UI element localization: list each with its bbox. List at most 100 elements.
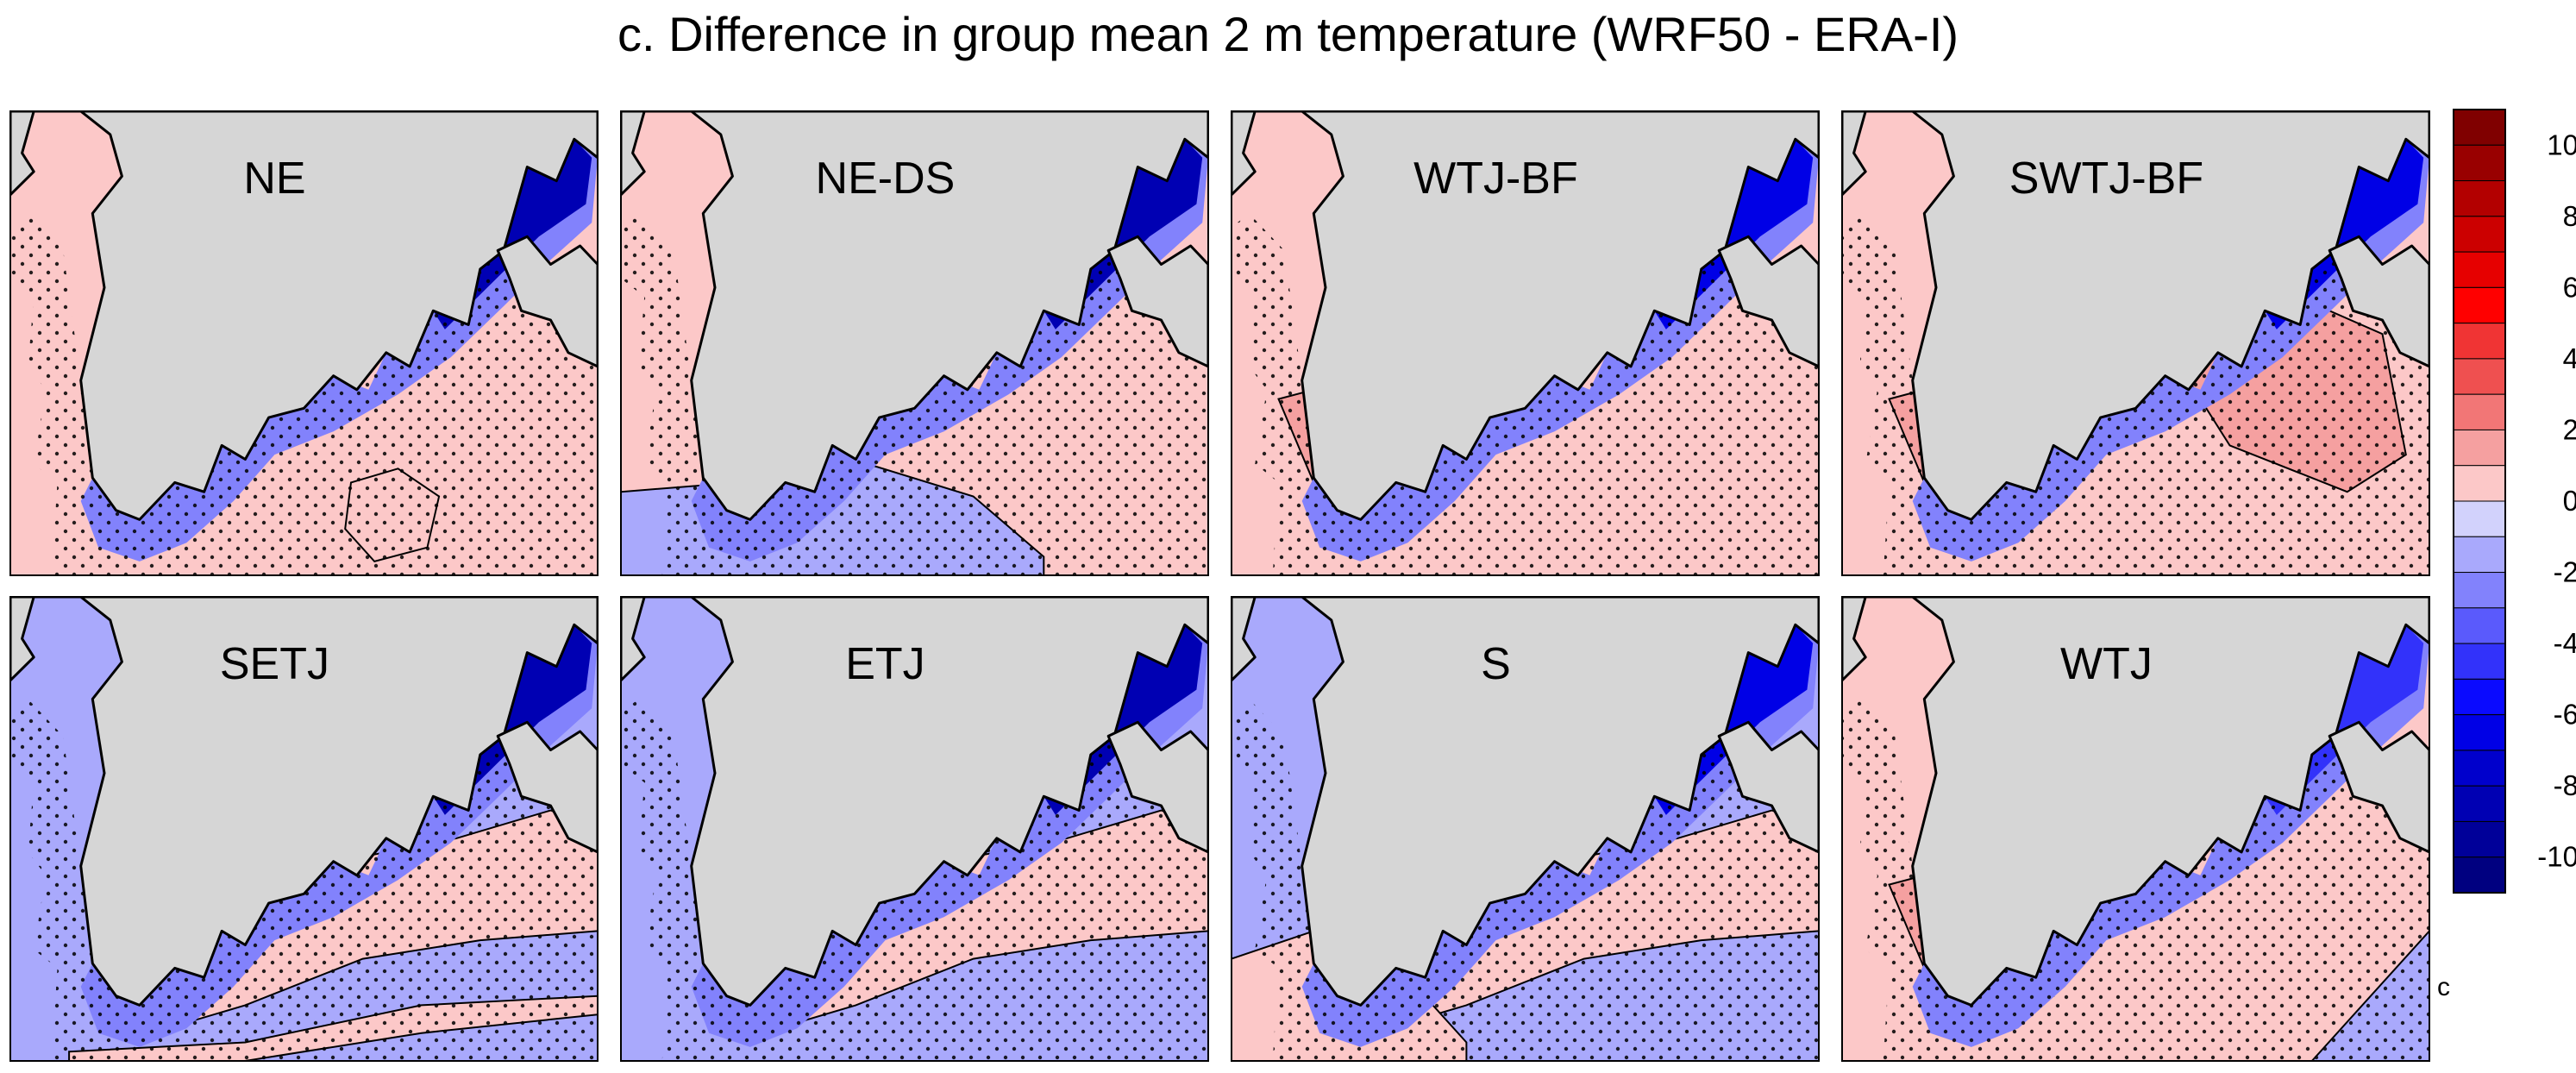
colorbar-segment <box>2453 323 2506 360</box>
colorbar-segment <box>2453 393 2506 430</box>
land-mass <box>10 597 35 682</box>
colorbar-tick-label: 6 <box>2563 271 2576 303</box>
colorbar-tick-label: 2 <box>2563 413 2576 445</box>
significance-stipple <box>1842 699 2429 1061</box>
colorbar-segment <box>2453 678 2506 716</box>
map-panel-wtj-bf: WTJ-BF <box>1231 110 1820 576</box>
coastal-band-core <box>2265 139 2424 329</box>
colorbar-segment <box>2453 251 2506 288</box>
land-mass <box>621 111 1208 521</box>
panel-label: NE-DS <box>816 154 956 204</box>
colorbar-segment <box>2453 500 2506 537</box>
map-panel-setj: SETJ <box>9 596 599 1062</box>
colorbar-segment <box>2453 180 2506 217</box>
land-mass <box>1232 111 1819 521</box>
colorbar-segment <box>2453 144 2506 182</box>
panel-label: NE <box>243 154 305 204</box>
land-mass <box>621 597 646 682</box>
panel-frame <box>9 596 599 1062</box>
colorbar: 10 8 6 4 2 0 -2 -4 -6 -8 -10 <box>2453 109 2576 894</box>
panel-label: SETJ <box>220 639 329 689</box>
colorbar-tick-label: -6 <box>2554 699 2576 731</box>
panel-frame <box>620 110 1209 576</box>
significance-stipple <box>621 213 1208 575</box>
colorbar-tick-label: -8 <box>2554 769 2576 801</box>
land-mass <box>10 111 598 521</box>
significance-stipple <box>1842 213 2429 575</box>
colorbar-segment <box>2453 358 2506 395</box>
colorbar-tick-label: -4 <box>2554 627 2576 659</box>
panel-label: S <box>1481 639 1511 689</box>
panel-frame <box>1231 596 1820 1062</box>
land-mass <box>1232 597 1257 682</box>
panel-label: SWTJ-BF <box>2009 154 2203 204</box>
land-mass <box>621 597 1208 1007</box>
land-mass <box>1106 720 1208 854</box>
panel-frame <box>620 596 1209 1062</box>
colorbar-segment <box>2453 572 2506 609</box>
land-mass <box>1717 720 1819 854</box>
map-panel-ne: NE <box>9 110 599 576</box>
land-mass <box>1232 597 1819 1007</box>
land-mass <box>1717 235 1819 368</box>
colorbar-segment <box>2453 286 2506 324</box>
map-panel-swtj-bf: SWTJ-BF <box>1841 110 2430 576</box>
land-mass <box>496 235 598 368</box>
colorbar-tick-label: 10 <box>2547 129 2576 160</box>
panel-frame <box>1841 110 2430 576</box>
panel-frame <box>9 110 599 576</box>
colorbar-segment <box>2453 857 2506 894</box>
colorbar-tick-label: -10 <box>2537 841 2576 873</box>
land-mass <box>10 111 35 197</box>
coastal-band-core <box>433 624 592 815</box>
colorbar-segment <box>2453 465 2506 502</box>
panel-label: ETJ <box>845 639 924 689</box>
land-mass <box>10 597 598 1007</box>
coastal-band-core <box>1044 139 1203 329</box>
colorbar-tick-label: -2 <box>2554 556 2576 588</box>
colorbar-segment <box>2453 536 2506 574</box>
land-mass <box>1106 235 1208 368</box>
panel-label: WTJ <box>2060 639 2153 689</box>
colorbar-tick-label: 4 <box>2563 342 2576 374</box>
colorbar-frame <box>2453 109 2506 894</box>
map-panel-wtj: WTJ <box>1841 596 2430 1062</box>
significance-stipple <box>10 213 598 575</box>
land-mass <box>496 720 598 854</box>
land-mass <box>1842 111 1867 197</box>
coastal-band-core <box>1654 624 1814 815</box>
significance-stipple <box>1232 213 1819 575</box>
colorbar-segment <box>2453 820 2506 858</box>
land-mass <box>2328 235 2429 368</box>
significance-stipple <box>1232 699 1819 1061</box>
land-mass <box>2328 720 2429 854</box>
colorbar-tick-label: 8 <box>2563 200 2576 232</box>
map-panel-s: S <box>1231 596 1820 1062</box>
colorbar-tick-label: 0 <box>2563 485 2576 517</box>
map-panel-etj: ETJ <box>620 596 1209 1062</box>
panel-label: WTJ-BF <box>1413 154 1578 204</box>
colorbar-segment <box>2453 429 2506 467</box>
land-mass <box>621 111 646 197</box>
colorbar-segment <box>2453 643 2506 680</box>
map-panel-ne-ds: NE-DS <box>620 110 1209 576</box>
figure-title: c. Difference in group mean 2 m temperat… <box>617 7 1959 61</box>
coastal-band-core <box>433 139 592 329</box>
colorbar-segment <box>2453 785 2506 822</box>
panel-frame <box>1231 110 1820 576</box>
coastal-band-core <box>1044 624 1203 815</box>
land-mass <box>1232 111 1257 197</box>
significance-stipple <box>10 699 598 1061</box>
land-mass <box>1842 597 2429 1007</box>
coastal-band-core <box>1654 139 1814 329</box>
colorbar-segment <box>2453 750 2506 787</box>
map-panels: NE NE-DS WTJ-BF SWTJ-BF SETJ ETJ S WTJ <box>9 110 2430 1062</box>
coastal-band-core <box>2265 624 2424 815</box>
colorbar-segment <box>2453 607 2506 644</box>
colorbar-segment <box>2453 714 2506 751</box>
significance-stipple <box>621 699 1208 1061</box>
corner-mark: c <box>2437 973 2450 1001</box>
colorbar-segment <box>2453 216 2506 253</box>
panel-frame <box>1841 596 2430 1062</box>
